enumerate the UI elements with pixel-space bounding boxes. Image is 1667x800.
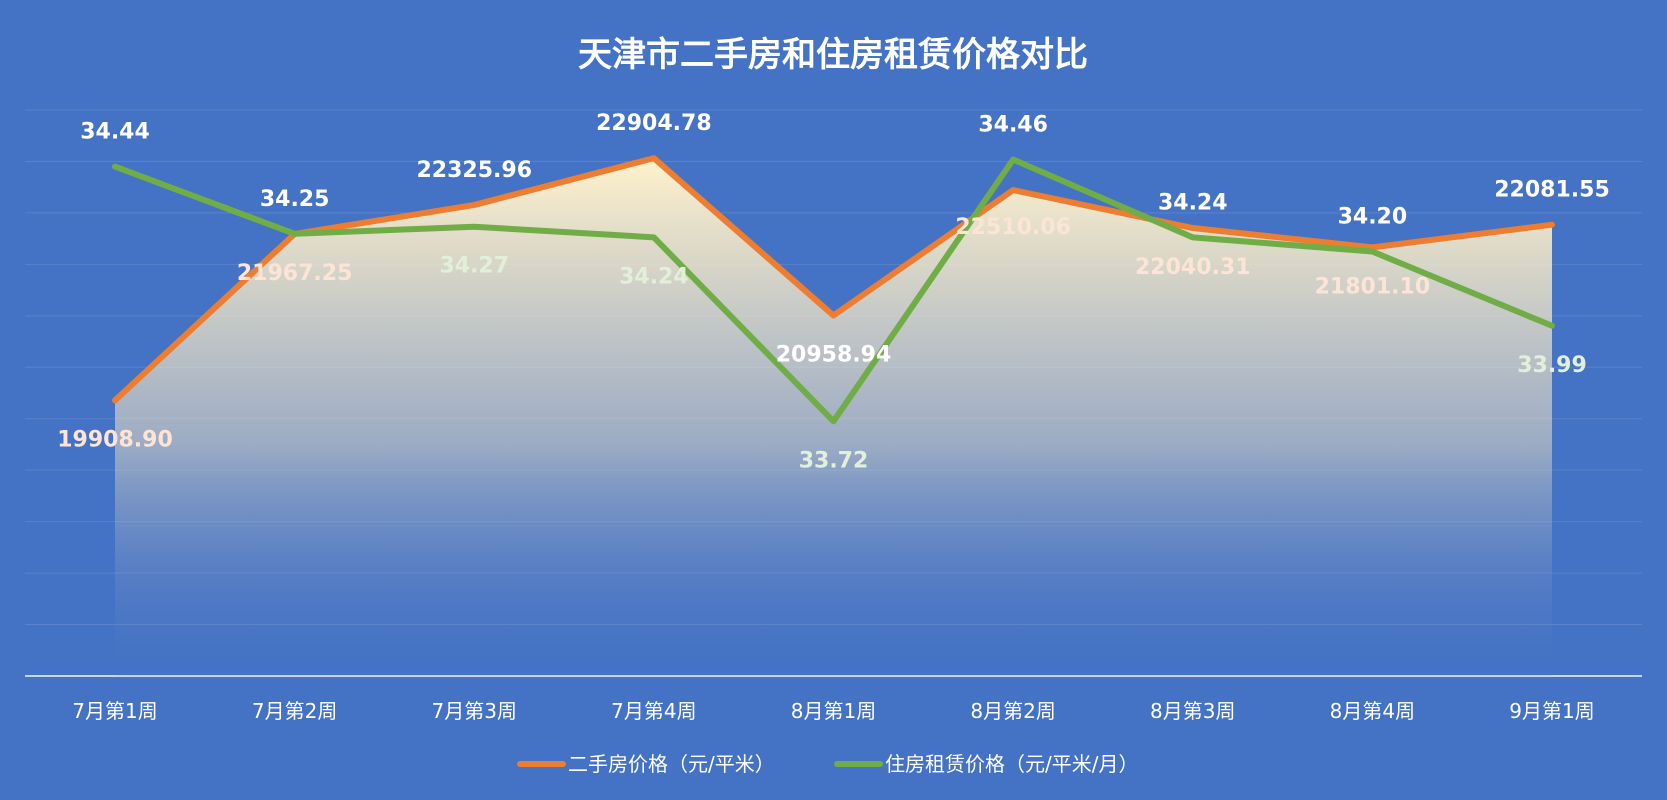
secondhand-price-line [112, 155, 1555, 404]
x-tick-label: 8月第2周 [970, 699, 1055, 723]
legend-label-secondhand: 二手房价格（元/平米） [568, 752, 775, 776]
rent-price-line [112, 156, 1555, 425]
series-lines [112, 155, 1555, 425]
rent-data-label: 34.27 [439, 254, 509, 279]
rent-data-label: 33.99 [1517, 353, 1587, 378]
rent-data-label: 34.25 [260, 187, 330, 212]
x-tick-label: 7月第1周 [72, 699, 157, 723]
secondhand-data-label: 19908.90 [57, 427, 173, 452]
secondhand-data-label: 22904.78 [596, 111, 712, 136]
x-tick-label: 7月第2周 [252, 699, 337, 723]
secondhand-data-label: 21801.10 [1315, 274, 1431, 299]
secondhand-data-label: 20958.94 [776, 342, 892, 367]
secondhand-data-label: 22081.55 [1494, 178, 1610, 203]
chart-title: 天津市二手房和住房租赁价格对比 [578, 35, 1088, 75]
rent-data-label: 34.20 [1338, 205, 1408, 230]
rent-data-label: 34.44 [80, 120, 150, 145]
rent-data-label: 34.24 [1158, 190, 1228, 215]
rent-data-label: 34.46 [978, 113, 1048, 138]
rent-data-label: 33.72 [799, 448, 869, 473]
legend-label-rent: 住房租赁价格（元/平米/月） [885, 752, 1138, 776]
data-labels: 19908.90 21967.25 22325.96 22904.78 20958.94… [57, 111, 1610, 473]
secondhand-data-label: 22325.96 [416, 158, 532, 183]
x-tick-label: 7月第3周 [432, 699, 517, 723]
x-tick-label: 8月第1周 [791, 699, 876, 723]
x-tick-label: 8月第3周 [1150, 699, 1235, 723]
x-tick-label: 8月第4周 [1330, 699, 1415, 723]
x-tick-label: 9月第1周 [1509, 699, 1594, 723]
x-axis-tick-labels: 7月第1周 7月第2周 7月第3周 7月第4周 8月第1周 8月第2周 8月第3周 8月第4周… [72, 699, 1594, 723]
legend: 二手房价格（元/平米） 住房租赁价格（元/平米/月） [517, 752, 1138, 776]
secondhand-data-label: 22510.06 [955, 215, 1071, 240]
rent-data-label: 34.24 [619, 264, 689, 289]
secondhand-data-label: 21967.25 [237, 261, 353, 286]
x-tick-label: 7月第4周 [611, 699, 696, 723]
secondhand-data-label: 22040.31 [1135, 255, 1251, 280]
